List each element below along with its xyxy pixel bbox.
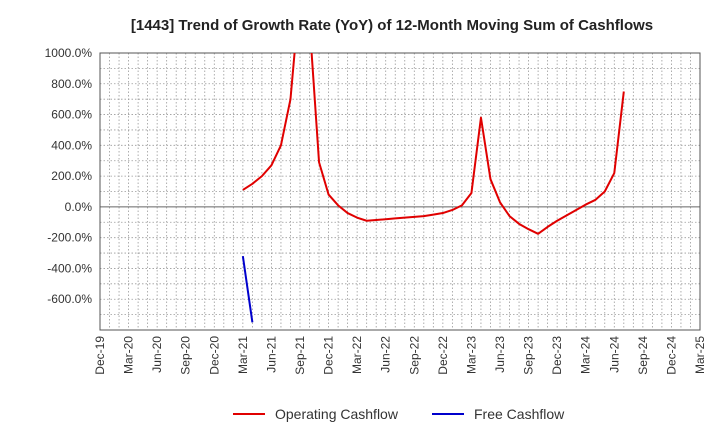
x-tick-label: Mar-20	[122, 336, 136, 374]
x-tick-label: Jun-22	[379, 336, 393, 373]
y-tick-label: -400.0%	[47, 261, 92, 275]
x-tick-label: Mar-25	[693, 336, 707, 374]
x-tick-label: Dec-22	[436, 336, 450, 375]
x-tick-label: Jun-24	[607, 336, 621, 373]
y-tick-label: 600.0%	[51, 108, 92, 122]
x-tick-label: Mar-24	[579, 336, 593, 374]
legend-label: Operating Cashflow	[275, 406, 399, 422]
series-line-free-cashflow	[241, 255, 254, 323]
x-tick-label: Jun-23	[493, 336, 507, 373]
y-tick-label: 1000.0%	[45, 46, 93, 60]
x-tick-label: Dec-20	[207, 336, 221, 375]
plot-area	[99, 52, 701, 331]
x-tick-label: Dec-21	[322, 336, 336, 375]
x-tick-label: Mar-22	[350, 336, 364, 374]
chart-title: [1443] Trend of Growth Rate (YoY) of 12-…	[131, 17, 653, 34]
y-axis-ticks: 1000.0% 800.0% 600.0% 400.0% 200.0% 0.0% -200.…	[45, 46, 93, 306]
x-tick-label: Mar-23	[464, 336, 478, 374]
plot-frame	[99, 52, 701, 331]
x-axis-ticks: Dec-19 Mar-20 Jun-20 Sep-20 Dec-20 Mar-21 Jun-…	[93, 336, 707, 375]
x-tick-label: Dec-24	[664, 336, 678, 375]
x-tick-label: Sep-23	[522, 336, 536, 375]
x-tick-label: Dec-19	[93, 336, 107, 375]
y-tick-label: 400.0%	[51, 138, 92, 152]
y-tick-label: 0.0%	[65, 200, 93, 214]
y-tick-label: 800.0%	[51, 77, 92, 91]
x-tick-label: Sep-21	[293, 336, 307, 375]
x-tick-label: Jun-20	[150, 336, 164, 373]
y-tick-label: 200.0%	[51, 169, 92, 183]
x-tick-label: Jun-21	[264, 336, 278, 373]
y-tick-label: -200.0%	[47, 231, 92, 245]
x-tick-label: Dec-23	[550, 336, 564, 375]
x-tick-label: Mar-21	[236, 336, 250, 374]
legend: Operating Cashflow Free Cashflow	[233, 406, 565, 422]
series-lines	[241, 53, 625, 323]
series-line-operating-cashflow	[242, 53, 625, 235]
legend-label: Free Cashflow	[474, 406, 565, 422]
x-tick-label: Sep-22	[407, 336, 421, 375]
y-tick-label: -600.0%	[47, 292, 92, 306]
gridlines	[99, 53, 701, 330]
x-tick-label: Sep-24	[636, 336, 650, 375]
x-tick-label: Sep-20	[179, 336, 193, 375]
